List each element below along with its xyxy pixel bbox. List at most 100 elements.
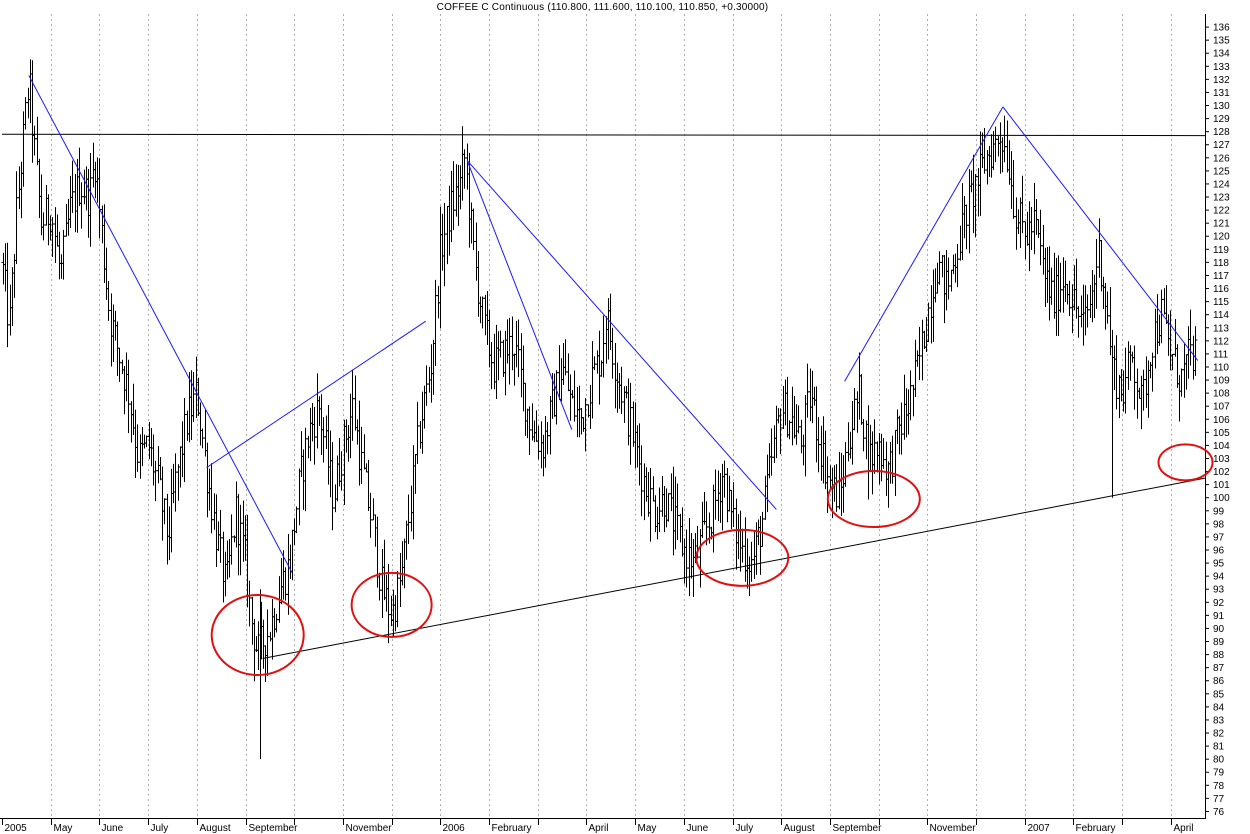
trend-line-blue	[206, 320, 427, 469]
y-tick-label: 122	[1213, 206, 1230, 217]
x-tick-label: September	[833, 823, 883, 834]
y-tick-label: 112	[1213, 336, 1229, 347]
y-tick-label: 124	[1213, 179, 1230, 190]
y-tick-label: 101	[1213, 480, 1230, 491]
y-tick-label: 111	[1213, 349, 1229, 360]
x-tick-label: February	[492, 823, 532, 834]
y-tick-label: 123	[1213, 193, 1230, 204]
support-circle	[826, 470, 921, 529]
y-tick-label: 84	[1213, 702, 1225, 713]
y-tick-label: 100	[1213, 493, 1230, 504]
y-tick-label: 88	[1213, 650, 1225, 661]
y-tick-label: 132	[1213, 75, 1230, 86]
y-tick-label: 134	[1213, 49, 1230, 60]
support-circles	[210, 443, 1214, 676]
trend-line-blue	[844, 106, 1004, 382]
y-tick-label: 129	[1213, 114, 1230, 125]
x-tick-label: August	[200, 823, 231, 834]
x-tick-label: November	[346, 823, 393, 834]
y-tick-label: 114	[1213, 310, 1229, 321]
y-tick-label: 86	[1213, 676, 1225, 687]
x-tick-label: November	[930, 823, 977, 834]
y-tick-label: 99	[1213, 506, 1225, 517]
y-tick-label: 78	[1213, 781, 1225, 792]
support-circle	[695, 528, 790, 587]
y-tick-label: 135	[1213, 36, 1230, 47]
y-tick-label: 115	[1213, 297, 1229, 308]
y-tick-label: 131	[1213, 88, 1230, 99]
y-tick-label: 128	[1213, 127, 1230, 138]
trend-line-blue	[466, 160, 573, 430]
price-bars	[1, 59, 1198, 760]
y-tick-label: 87	[1213, 663, 1225, 674]
trend-line-black	[1, 133, 1206, 137]
x-tick-label: April	[589, 823, 609, 834]
y-tick-label: 103	[1213, 454, 1230, 465]
y-tick-label: 102	[1213, 467, 1230, 478]
x-tick-label: April	[1174, 823, 1194, 834]
y-tick-label: 116	[1213, 284, 1229, 295]
y-tick-label: 120	[1213, 232, 1230, 243]
month-gridlines	[51, 14, 1172, 818]
y-tick-label: 97	[1213, 532, 1225, 543]
x-tick-label: 2006	[443, 823, 466, 834]
trend-line-blue	[466, 160, 777, 510]
axes	[0, 14, 1209, 825]
y-tick-label: 95	[1213, 559, 1225, 570]
y-tick-label: 85	[1213, 689, 1225, 700]
chart-title: COFFEE C Continuous (110.800, 111.600, 1…	[436, 2, 769, 13]
y-tick-label: 94	[1213, 572, 1225, 583]
y-tick-label: 89	[1213, 637, 1225, 648]
y-tick-label: 96	[1213, 546, 1225, 557]
y-tick-label: 136	[1213, 23, 1230, 34]
x-tick-label: June	[687, 823, 709, 834]
x-tick-label: February	[1076, 823, 1116, 834]
y-tick-label: 125	[1213, 166, 1230, 177]
y-tick-label: 110	[1213, 362, 1229, 373]
y-tick-label: 81	[1213, 742, 1225, 753]
y-tick-label: 82	[1213, 729, 1225, 740]
x-tick-label: 2007	[1028, 823, 1051, 834]
y-tick-label: 109	[1213, 376, 1230, 387]
x-tick-label: July	[736, 823, 754, 834]
y-tick-label: 119	[1213, 245, 1229, 256]
y-tick-label: 91	[1213, 611, 1225, 622]
support-circle	[210, 593, 305, 676]
y-tick-label: 118	[1213, 258, 1229, 269]
x-axis-labels: 2005 May June July August September November 20…	[5, 823, 1194, 834]
x-tick-label: May	[638, 823, 657, 834]
y-tick-label: 126	[1213, 153, 1230, 164]
y-axis-labels: 76 77 78 79 80 81 82 83 84 85 86 87 88 89 90 91 92 93 94 95…	[1213, 23, 1230, 818]
y-tick-label: 93	[1213, 585, 1225, 596]
x-tick-label: June	[102, 823, 124, 834]
y-tick-label: 127	[1213, 140, 1230, 151]
y-tick-label: 92	[1213, 598, 1225, 609]
x-tick-label: July	[151, 823, 169, 834]
y-tick-label: 121	[1213, 219, 1230, 230]
y-tick-label: 108	[1213, 389, 1230, 400]
y-tick-label: 80	[1213, 755, 1225, 766]
y-tick-label: 76	[1213, 807, 1225, 818]
trend-line-blue	[28, 75, 293, 573]
y-tick-label: 107	[1213, 402, 1230, 413]
support-circle	[1157, 443, 1214, 482]
support-circle	[350, 571, 433, 638]
x-tick-label: 2005	[5, 823, 28, 834]
y-tick-label: 113	[1213, 323, 1229, 334]
y-tick-label: 79	[1213, 768, 1225, 779]
y-tick-label: 106	[1213, 415, 1230, 426]
x-tick-label: September	[249, 823, 299, 834]
y-tick-label: 133	[1213, 62, 1230, 73]
x-tick-label: August	[784, 823, 815, 834]
y-tick-label: 98	[1213, 519, 1225, 530]
x-tick-label: May	[54, 823, 73, 834]
trend-line-blue	[1002, 106, 1199, 361]
y-tick-label: 104	[1213, 441, 1230, 452]
y-tick-label: 77	[1213, 794, 1225, 805]
y-tick-label: 105	[1213, 428, 1230, 439]
y-tick-label: 83	[1213, 715, 1225, 726]
y-tick-label: 117	[1213, 271, 1229, 282]
y-tick-label: 90	[1213, 624, 1225, 635]
y-tick-label: 130	[1213, 101, 1230, 112]
